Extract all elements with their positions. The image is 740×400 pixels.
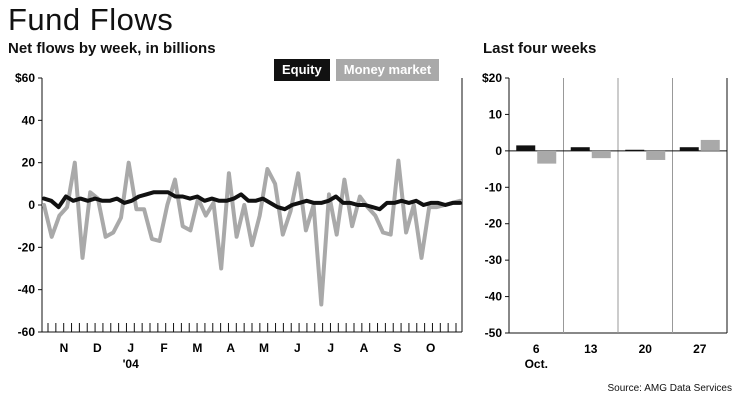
source-note: Source: AMG Data Services	[607, 383, 733, 394]
right-x-category-label: 6	[533, 342, 540, 356]
equity-bar	[516, 145, 536, 151]
chart-title: Fund Flows	[8, 2, 174, 37]
left-chart-subtitle: Net flows by week, in billions	[8, 40, 216, 57]
right-y-tick-label: -30	[485, 253, 503, 267]
right-y-tick-label: 0	[495, 144, 502, 158]
equity-line	[42, 190, 462, 212]
left-y-tick-label: 0	[28, 198, 35, 212]
left-x-month-label: D	[93, 341, 102, 355]
left-x-month-label: J	[327, 341, 334, 355]
left-x-month-label: A	[226, 341, 235, 355]
right-y-tick-label: -50	[485, 326, 503, 340]
left-x-month-label: J	[127, 341, 134, 355]
legend-equity: Equity	[274, 59, 330, 81]
equity-bar	[625, 149, 645, 151]
money-market-bar	[700, 139, 720, 151]
money-market-bar	[646, 150, 666, 160]
left-x-month-label: F	[160, 341, 167, 355]
legend: Equity Money market	[274, 59, 440, 81]
right-y-tick-label: 10	[489, 107, 503, 121]
right-x-month-label: Oct.	[525, 357, 548, 371]
money-market-bar	[591, 150, 611, 159]
left-y-tick-label: 40	[22, 113, 36, 127]
left-x-month-label: A	[360, 341, 369, 355]
left-x-month-label: S	[393, 341, 401, 355]
legend-money-market: Money market	[335, 59, 440, 81]
right-y-tick-label: -20	[485, 217, 503, 231]
right-x-category-label: 20	[639, 342, 653, 356]
money-market-bar	[537, 150, 557, 164]
right-y-tick-label: -40	[485, 290, 503, 304]
right-y-tick-label: -10	[485, 180, 503, 194]
equity-bar	[570, 147, 590, 151]
left-x-month-label: J	[294, 341, 301, 355]
equity-bar	[679, 147, 699, 151]
left-y-tick-label: -60	[18, 325, 36, 339]
left-y-tick-label: 20	[22, 156, 36, 170]
left-y-tick-label: -20	[18, 240, 36, 254]
right-x-category-label: 27	[693, 342, 707, 356]
left-x-month-label: N	[60, 341, 69, 355]
right-y-tick-label: $20	[482, 71, 502, 85]
right-x-category-label: 13	[584, 342, 598, 356]
money-market-line	[42, 158, 462, 307]
left-y-tick-label: -40	[18, 283, 36, 297]
left-x-month-label: M	[192, 341, 202, 355]
left-y-tick-label: $60	[15, 71, 35, 85]
right-chart-subtitle: Last four weeks	[483, 40, 597, 57]
left-x-month-label: O	[426, 341, 435, 355]
left-x-year-label: '04	[123, 357, 140, 371]
left-x-month-label: M	[259, 341, 269, 355]
